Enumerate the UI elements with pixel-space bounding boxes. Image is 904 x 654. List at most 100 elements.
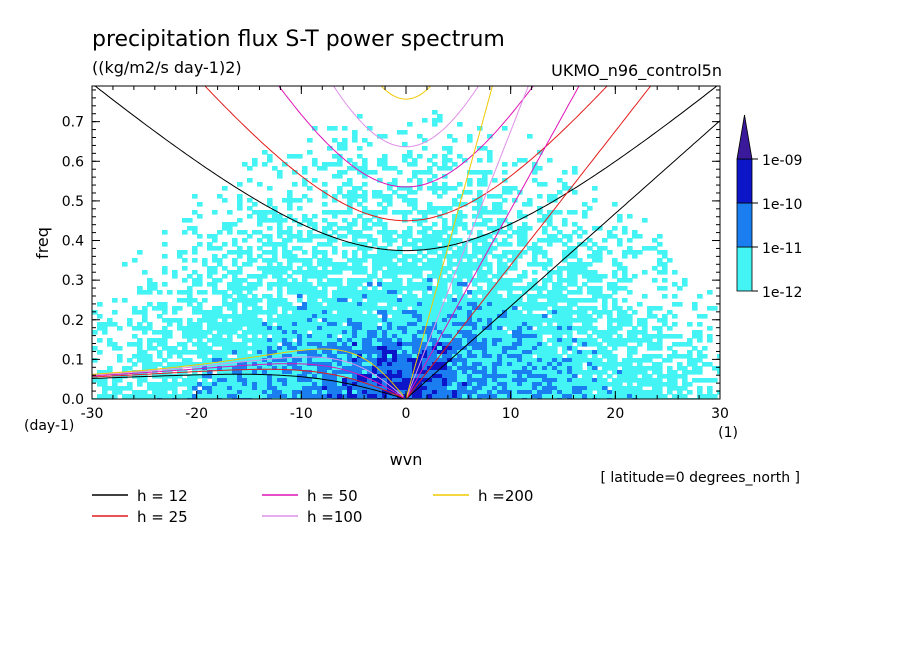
heatmap-cell [627,322,633,327]
heatmap-cell [517,326,523,331]
heatmap-cell [157,302,163,307]
heatmap-cell [587,298,593,303]
heatmap-cell [322,338,328,343]
heatmap-cell [322,318,328,323]
heatmap-cell [172,390,178,395]
heatmap-cell [292,270,298,275]
heatmap-cell [272,302,278,307]
heatmap-cell [567,346,573,351]
heatmap-cell [572,346,578,351]
heatmap-cell [377,230,383,235]
heatmap-cell [697,334,703,339]
heatmap-cell [272,382,278,387]
heatmap-cell [502,282,508,287]
heatmap-cell [287,234,293,239]
heatmap-cell [457,210,463,215]
heatmap-cell [552,354,558,359]
heatmap-cell [607,366,613,371]
heatmap-cell [407,154,413,159]
heatmap-cell [247,258,253,263]
heatmap-cell [402,314,408,319]
heatmap-cell [282,370,288,375]
heatmap-cell [682,394,688,399]
heatmap-cell [192,270,198,275]
heatmap-cell [467,346,473,351]
heatmap-cell [472,222,478,227]
heatmap-cell [247,206,253,211]
heatmap-cell [572,358,578,363]
heatmap-cell [497,354,503,359]
heatmap-cell [287,154,293,159]
heatmap-cell [557,274,563,279]
heatmap-cell [322,390,328,395]
heatmap-cell [352,306,358,311]
heatmap-cell [267,390,273,395]
heatmap-cell [167,382,173,387]
heatmap-cell [622,278,628,283]
heatmap-cell [407,354,413,359]
heatmap-cell [137,382,143,387]
heatmap-cell [197,350,203,355]
heatmap-cell [397,250,403,255]
heatmap-cell [382,298,388,303]
heatmap-cell [532,362,538,367]
heatmap-cell [422,118,428,123]
heatmap-cell [367,394,373,399]
heatmap-cell [417,334,423,339]
heatmap-cell [682,354,688,359]
heatmap-cell [242,298,248,303]
heatmap-cell [432,358,438,363]
heatmap-cell [657,258,663,263]
heatmap-cell [457,386,463,391]
heatmap-cell [482,346,488,351]
heatmap-cell [297,282,303,287]
heatmap-cell [212,258,218,263]
heatmap-cell [547,194,553,199]
heatmap-cell [417,374,423,379]
heatmap-cell [452,162,458,167]
heatmap-cell [482,350,488,355]
heatmap-cell [302,282,308,287]
heatmap-cell [267,330,273,335]
heatmap-cell [187,362,193,367]
heatmap-cell [632,394,638,399]
heatmap-cell [332,334,338,339]
heatmap-cell [597,226,603,231]
heatmap-cell [522,370,528,375]
heatmap-cell [177,342,183,347]
heatmap-cell [257,382,263,387]
heatmap-cell [652,370,658,375]
heatmap-cell [462,390,468,395]
heatmap-cell [202,382,208,387]
heatmap-cell [582,274,588,279]
heatmap-cell [677,342,683,347]
heatmap-cell [477,290,483,295]
heatmap-cell [477,346,483,351]
heatmap-cell [102,382,108,387]
heatmap-cell [377,362,383,367]
heatmap-cell [587,386,593,391]
heatmap-cell [512,366,518,371]
heatmap-cell [607,282,613,287]
heatmap-cell [457,314,463,319]
heatmap-cell [277,362,283,367]
heatmap-cell [372,366,378,371]
heatmap-cell [332,174,338,179]
heatmap-cell [612,226,618,231]
heatmap-cell [467,262,473,267]
heatmap-cell [472,358,478,363]
heatmap-cell [712,366,718,371]
heatmap-cell [377,134,383,139]
heatmap-cell [342,286,348,291]
heatmap-cell [432,334,438,339]
heatmap-cell [572,350,578,355]
heatmap-cell [207,358,213,363]
heatmap-cell [167,386,173,391]
heatmap-cell [277,358,283,363]
heatmap-cell [402,242,408,247]
heatmap-cell [427,370,433,375]
heatmap-cell [512,330,518,335]
heatmap-cell [557,358,563,363]
heatmap-cell [437,366,443,371]
heatmap-cell [452,390,458,395]
